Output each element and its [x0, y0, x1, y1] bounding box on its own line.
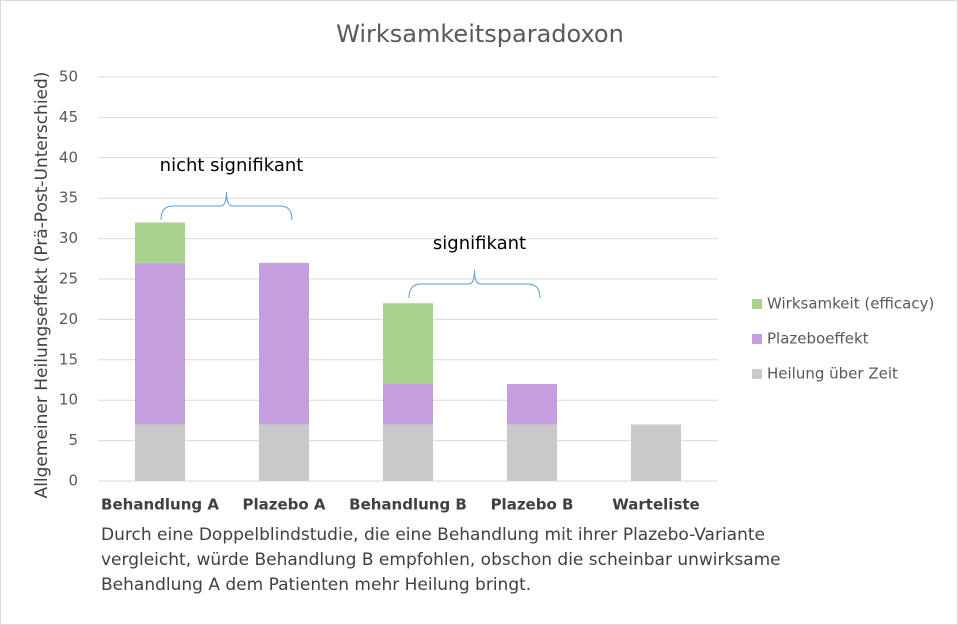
y-tick-label: 40: [59, 148, 78, 166]
caption: Durch eine Doppelblindstudie, die eine B…: [101, 525, 765, 545]
y-tick-label: 30: [59, 229, 78, 247]
legend-label: Wirksamkeit (efficacy): [767, 295, 934, 313]
chart-title: Wirksamkeitsparadoxon: [336, 20, 624, 48]
bar-segment: [507, 384, 557, 425]
bar-segment: [135, 424, 185, 481]
y-tick-label: 50: [59, 68, 78, 86]
legend-label: Plazeboeffekt: [767, 330, 869, 348]
bar-segment: [135, 262, 185, 425]
legend-label: Heilung über Zeit: [767, 365, 898, 383]
x-tick-label: Warteliste: [612, 496, 699, 514]
y-tick-label: 45: [59, 108, 78, 126]
annotation: signifikant: [433, 233, 526, 254]
x-tick-label: Behandlung A: [101, 496, 219, 514]
bar-segment: [383, 424, 433, 481]
bar-segment: [383, 384, 433, 425]
y-tick-label: 5: [68, 431, 78, 449]
bar-segment: [383, 303, 433, 385]
caption: vergleicht, würde Behandlung B empfohlen…: [101, 550, 781, 570]
y-tick-label: 25: [59, 270, 78, 288]
x-tick-label: Plazebo B: [491, 496, 574, 514]
y-tick-label: 15: [59, 350, 78, 368]
caption: Behandlung A dem Patienten mehr Heilung …: [101, 575, 531, 595]
y-tick-label: 0: [68, 472, 78, 490]
legend-swatch: [752, 334, 762, 344]
x-tick-label: Plazebo A: [242, 496, 325, 514]
bar-segment: [631, 424, 681, 481]
bar-segment: [507, 424, 557, 481]
bar-segment: [135, 222, 185, 263]
y-tick-label: 20: [59, 310, 78, 328]
bar-segment: [259, 262, 309, 425]
brace: [160, 191, 293, 221]
y-tick-label: 35: [59, 189, 78, 207]
bar-segment: [259, 424, 309, 481]
y-tick-label: 10: [59, 391, 78, 409]
y-axis-label: Allgemeiner Heilungseffekt (Prä-Post-Unt…: [32, 72, 52, 499]
x-tick-label: Behandlung B: [349, 496, 467, 514]
brace: [408, 269, 541, 299]
legend-swatch: [752, 369, 762, 379]
annotation: nicht signifikant: [160, 155, 304, 176]
legend-swatch: [752, 299, 762, 309]
